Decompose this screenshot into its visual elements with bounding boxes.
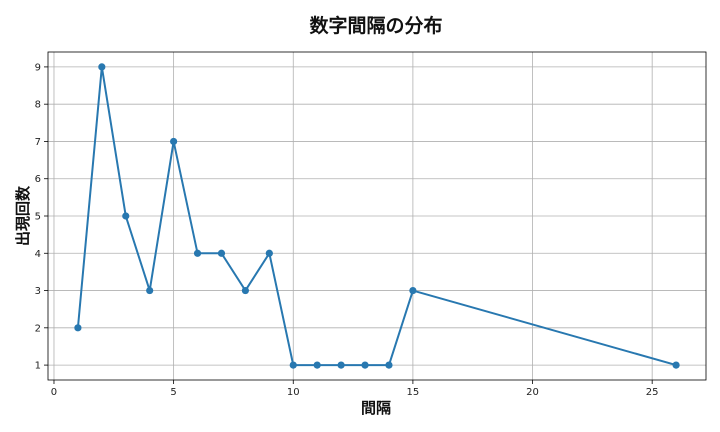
x-tick-label: 25 xyxy=(646,387,659,398)
y-axis-label: 出現回数 xyxy=(14,185,32,246)
y-tick-label: 5 xyxy=(35,212,41,223)
data-point xyxy=(289,361,297,369)
x-tick-label: 0 xyxy=(51,387,57,398)
data-points xyxy=(74,63,680,369)
data-point xyxy=(337,361,345,369)
x-tick-label: 20 xyxy=(526,387,539,398)
data-point xyxy=(98,63,106,71)
x-tick-label: 10 xyxy=(287,387,300,398)
y-tick-label: 9 xyxy=(35,62,41,73)
data-point xyxy=(193,249,202,257)
y-tick-label: 3 xyxy=(35,286,41,297)
data-point xyxy=(265,249,273,257)
y-tick-label: 8 xyxy=(35,100,41,111)
data-point xyxy=(672,361,680,369)
data-point xyxy=(385,361,393,369)
data-point xyxy=(217,249,226,257)
chart-title: 数字間隔の分布 xyxy=(309,14,442,37)
data-point xyxy=(409,286,417,295)
data-point xyxy=(74,324,82,332)
grid xyxy=(48,52,706,380)
data-point xyxy=(122,212,130,220)
data-point xyxy=(361,361,369,369)
y-tick-label: 2 xyxy=(35,323,41,334)
y-tick-label: 6 xyxy=(35,174,41,185)
x-tick-label: 5 xyxy=(170,387,176,398)
y-axis-ticks: 1 2 3 4 5 6 7 8 9 xyxy=(35,62,48,372)
x-tick-label: 15 xyxy=(407,387,420,398)
series-line xyxy=(76,66,677,367)
x-axis-label: 間隔 xyxy=(361,399,391,417)
data-point xyxy=(313,361,321,369)
y-tick-label: 1 xyxy=(35,361,41,372)
data-point xyxy=(146,286,154,295)
data-point xyxy=(241,286,249,295)
plot-frame xyxy=(47,51,707,381)
data-point xyxy=(170,137,178,146)
y-tick-label: 4 xyxy=(35,249,41,260)
x-axis-ticks: 0 5 10 15 20 25 xyxy=(51,380,659,398)
y-tick-label: 7 xyxy=(35,137,41,148)
